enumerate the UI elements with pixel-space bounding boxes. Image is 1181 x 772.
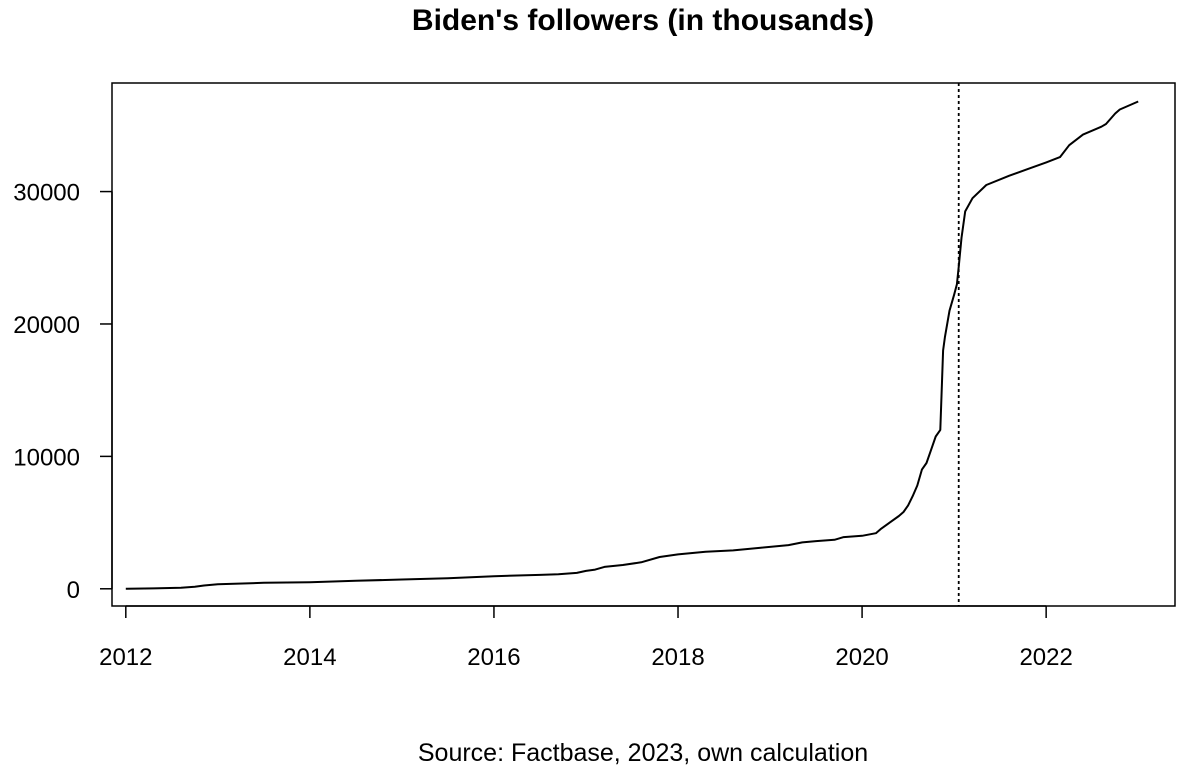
- x-tick-label: 2012: [99, 644, 152, 671]
- chart-title: Biden's followers (in thousands): [412, 4, 874, 37]
- y-tick-label: 20000: [13, 312, 80, 339]
- x-tick-label: 2014: [283, 644, 336, 671]
- source-caption: Source: Factbase, 2023, own calculation: [418, 739, 868, 767]
- y-axis: 0 10000 20000 30000: [13, 180, 113, 604]
- x-tick-label: 2016: [467, 644, 520, 671]
- chart-marks: [125, 83, 1139, 606]
- plot-frame: [111, 82, 1176, 607]
- y-tick-label: 10000: [13, 444, 80, 471]
- followers-line: [125, 100, 1139, 590]
- x-tick-label: 2020: [835, 644, 888, 671]
- x-tick-label: 2018: [651, 644, 704, 671]
- x-axis: 2012 2014 2016 2018 2020 2022: [99, 605, 1073, 671]
- x-tick-label: 2022: [1019, 644, 1072, 671]
- y-tick-label: 0: [67, 577, 80, 604]
- y-tick-label: 30000: [13, 180, 80, 207]
